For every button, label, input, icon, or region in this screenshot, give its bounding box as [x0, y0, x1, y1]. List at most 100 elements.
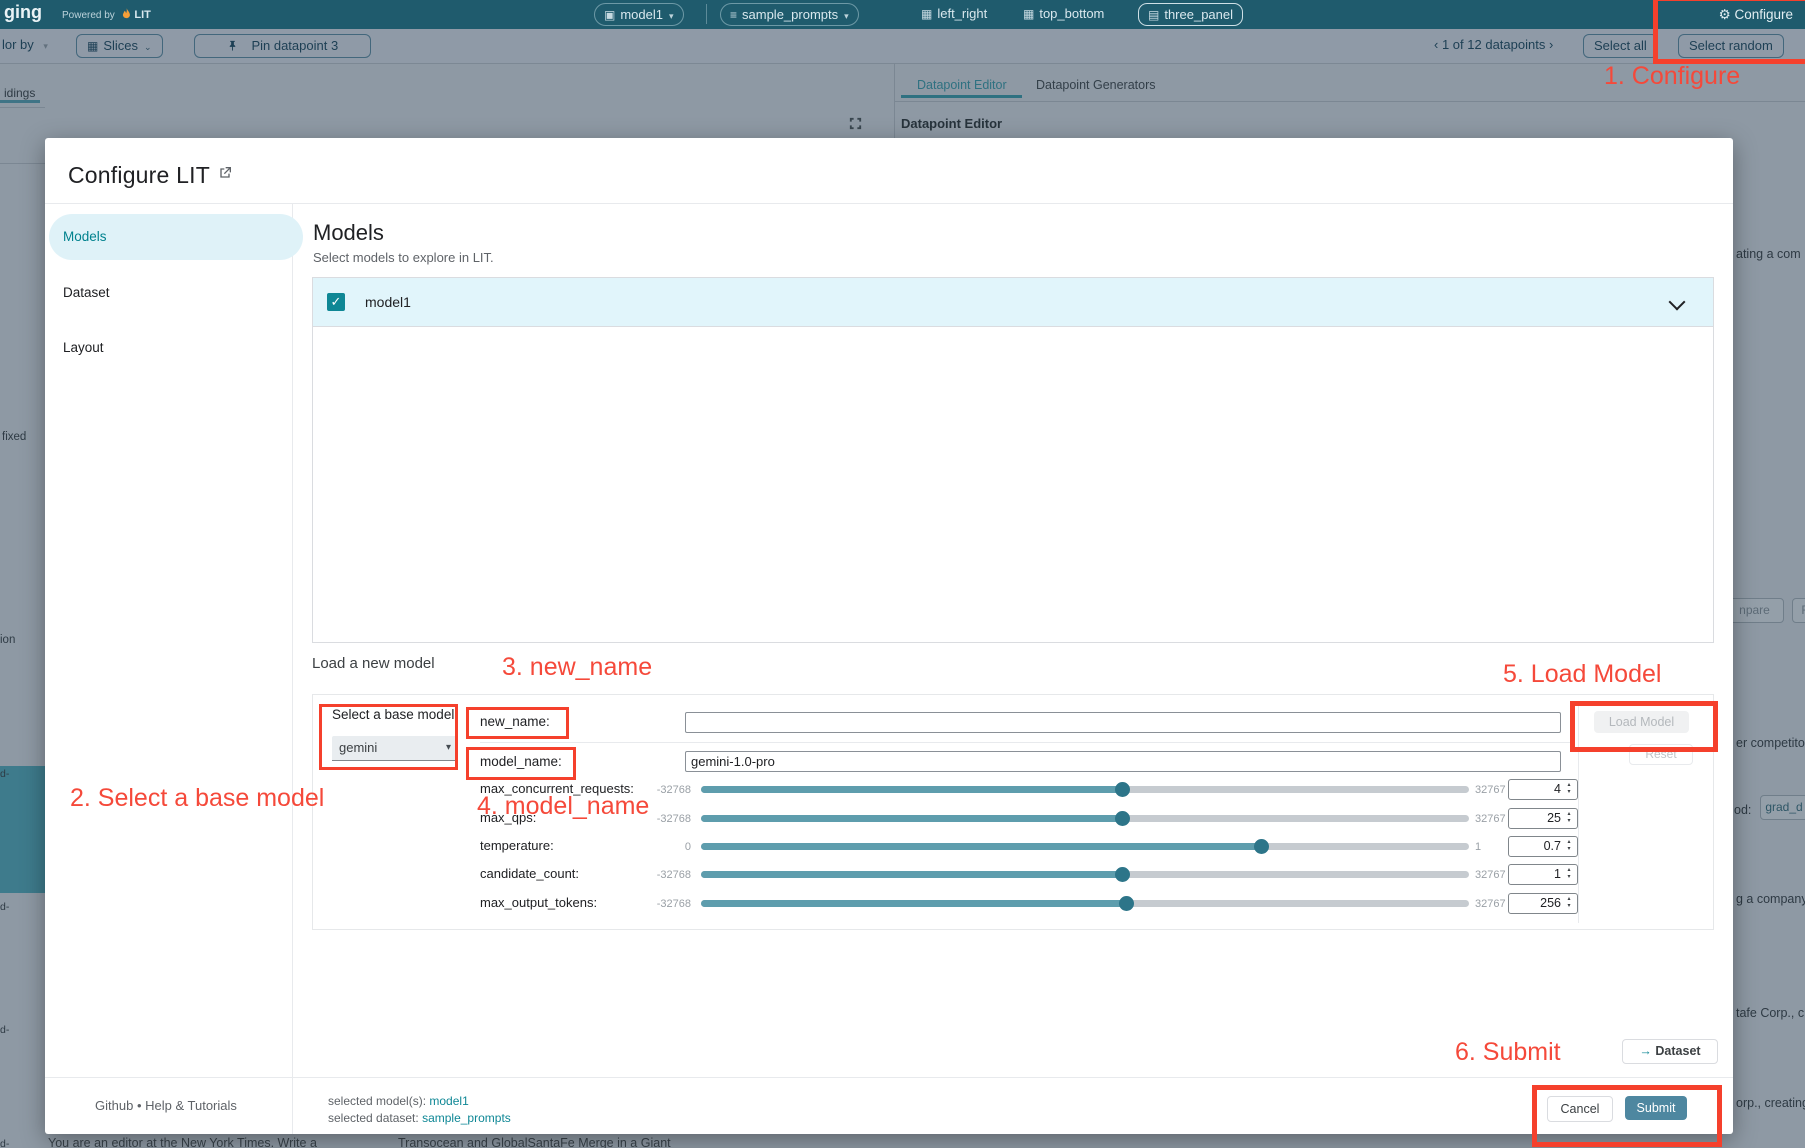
- bg-button-partial: F: [1792, 598, 1805, 623]
- slider-track[interactable]: [701, 867, 1469, 882]
- number-input[interactable]: 25 ▴ ▾: [1508, 808, 1578, 829]
- sidebar-item-dataset[interactable]: Dataset: [63, 285, 110, 300]
- sidebar-divider: [292, 203, 293, 1134]
- powered-by-label: Powered by LIT: [62, 8, 151, 21]
- sidebar-item-models[interactable]: Models: [49, 214, 303, 260]
- base-model-select[interactable]: gemini ▾: [332, 736, 457, 761]
- select-random-button[interactable]: Select random: [1678, 34, 1784, 58]
- annotation-label-3: 3. new_name: [502, 653, 653, 681]
- layout-tab-three-panel[interactable]: ▤ three_panel: [1138, 3, 1244, 26]
- slider-track[interactable]: [701, 782, 1469, 797]
- slider-row-temperature: temperature: 0 1 0.7 ▴ ▾: [313, 835, 1713, 857]
- bg-fragment: orp., creating: [1736, 1096, 1805, 1110]
- slider-row-max-concurrent-requests: max_concurrent_requests: -32768 32767 4 ▴…: [313, 778, 1713, 800]
- annotation-box-load-model: [1570, 701, 1718, 752]
- pin-datapoint-button[interactable]: Pin datapoint 3: [194, 34, 371, 58]
- load-model-button[interactable]: Load Model: [1594, 711, 1689, 733]
- load-new-model-label: Load a new model: [312, 655, 435, 672]
- annotation-label-2: 2. Select a base model: [70, 784, 325, 812]
- arrow-right-icon: →: [1639, 1044, 1652, 1058]
- annotation-label-6: 6. Submit: [1455, 1038, 1561, 1066]
- slices-button[interactable]: ▦ Slices ⌄: [76, 34, 163, 58]
- bg-fragment: od:: [1734, 803, 1752, 817]
- bg-selected-row-block: [0, 766, 45, 893]
- model-selector-chip[interactable]: ▣ model1 ▾: [594, 3, 684, 26]
- footer-links: Github • Help & Tutorials: [95, 1098, 237, 1113]
- new-name-label: new_name:: [480, 714, 550, 729]
- bg-row-mark: d-: [0, 768, 10, 780]
- pagination-label: 1 of 12 datapoints: [1441, 37, 1546, 52]
- chevron-down-icon[interactable]: [1668, 293, 1686, 311]
- section-subtitle: Select models to explore in LIT.: [313, 250, 494, 265]
- bg-grad-chip-partial: grad_d: [1760, 795, 1805, 820]
- help-tutorials-link[interactable]: Help & Tutorials: [145, 1098, 237, 1113]
- next-datapoint-arrow[interactable]: ›: [1548, 37, 1554, 52]
- dialog-title: Configure LIT: [68, 162, 210, 188]
- layout-grid-icon: ▦: [921, 7, 933, 21]
- select-all-button[interactable]: Select all: [1583, 34, 1658, 58]
- slider-track[interactable]: [701, 839, 1469, 854]
- bg-fragment: er competito: [1736, 736, 1805, 750]
- color-by-control[interactable]: lor by ▾: [2, 37, 48, 52]
- layout-tab-top-bottom[interactable]: ▦ top_bottom: [1014, 3, 1113, 24]
- form-divider: [1578, 701, 1579, 923]
- footer-divider: [45, 1077, 1733, 1078]
- prev-datapoint-arrow[interactable]: ‹: [1434, 37, 1439, 52]
- selected-models-status: selected model(s): model1: [328, 1094, 469, 1108]
- slider-track[interactable]: [701, 811, 1469, 826]
- model-checkbox[interactable]: ✓: [327, 293, 345, 311]
- maximize-panel-icon[interactable]: [848, 116, 863, 131]
- number-input[interactable]: 256 ▴ ▾: [1508, 893, 1578, 914]
- spinner-icon[interactable]: ▴ ▾: [1567, 811, 1571, 824]
- annotation-label-1: 1. Configure: [1604, 62, 1741, 90]
- bg-text-fixed: fixed: [2, 431, 27, 443]
- number-input[interactable]: 1 ▴ ▾: [1508, 864, 1578, 885]
- slider-track[interactable]: [701, 896, 1469, 911]
- slider-thumb[interactable]: [1115, 867, 1131, 882]
- submit-button[interactable]: Submit: [1625, 1096, 1687, 1120]
- sidebar-item-layout[interactable]: Layout: [63, 340, 104, 355]
- slider-thumb[interactable]: [1253, 839, 1269, 854]
- new-name-input[interactable]: [685, 712, 1561, 733]
- annotation-box-submit: [1532, 1085, 1722, 1147]
- bg-text-ion: ion: [0, 634, 16, 646]
- github-link[interactable]: Github: [95, 1098, 134, 1113]
- annotation-box-model-name: [466, 747, 576, 780]
- check-icon: ✓: [330, 294, 342, 309]
- model-name-input[interactable]: gemini-1.0-pro: [685, 751, 1561, 772]
- number-input[interactable]: 0.7 ▴ ▾: [1508, 836, 1578, 857]
- layout-panel-icon: ▤: [1148, 8, 1160, 22]
- dataset-shortcut-button[interactable]: → Dataset: [1622, 1039, 1718, 1064]
- model-icon: ▣: [604, 8, 616, 22]
- cancel-button[interactable]: Cancel: [1547, 1096, 1613, 1122]
- spinner-icon[interactable]: ▴ ▾: [1567, 839, 1571, 852]
- spinner-icon[interactable]: ▴ ▾: [1567, 867, 1571, 880]
- bg-tab-datapoint-editor[interactable]: Datapoint Editor: [917, 78, 1007, 92]
- layout-grid-icon: ▦: [1023, 7, 1035, 21]
- selected-model-link[interactable]: model1: [429, 1094, 469, 1108]
- caret-down-icon: ▾: [43, 41, 48, 51]
- layout-tab-left-right[interactable]: ▦ left_right: [912, 3, 996, 24]
- slider-thumb[interactable]: [1119, 896, 1135, 911]
- spinner-icon[interactable]: ▴ ▾: [1567, 782, 1571, 795]
- model-row-label: model1: [365, 294, 411, 310]
- bg-left-tab-partial: idings: [4, 86, 36, 100]
- bg-divider: [0, 107, 45, 108]
- spinner-icon[interactable]: ▴ ▾: [1567, 896, 1571, 909]
- configure-button[interactable]: ⚙ Configure: [1718, 7, 1793, 22]
- selected-dataset-link[interactable]: sample_prompts: [422, 1111, 511, 1125]
- slider-thumb[interactable]: [1115, 811, 1131, 826]
- configure-lit-dialog: Configure LIT Models Dataset Layout Mode…: [45, 138, 1733, 1134]
- bg-left-tab-underline: [0, 100, 40, 103]
- open-in-new-icon[interactable]: [217, 165, 233, 181]
- number-input[interactable]: 4 ▴ ▾: [1508, 779, 1578, 800]
- gear-icon: ⚙: [1718, 7, 1731, 22]
- model-row[interactable]: ✓ model1: [313, 278, 1713, 327]
- selection-toolbar: lor by ▾ ▦ Slices ⌄ Pin datapoint 3 ‹ 1 of…: [0, 29, 1805, 64]
- dataset-selector-chip[interactable]: ≡ sample_prompts ▾: [720, 3, 859, 26]
- slider-thumb[interactable]: [1115, 782, 1131, 797]
- selected-dataset-status: selected dataset: sample_prompts: [328, 1111, 511, 1125]
- bg-divider: [0, 163, 45, 164]
- bg-tab-datapoint-generators[interactable]: Datapoint Generators: [1036, 78, 1156, 92]
